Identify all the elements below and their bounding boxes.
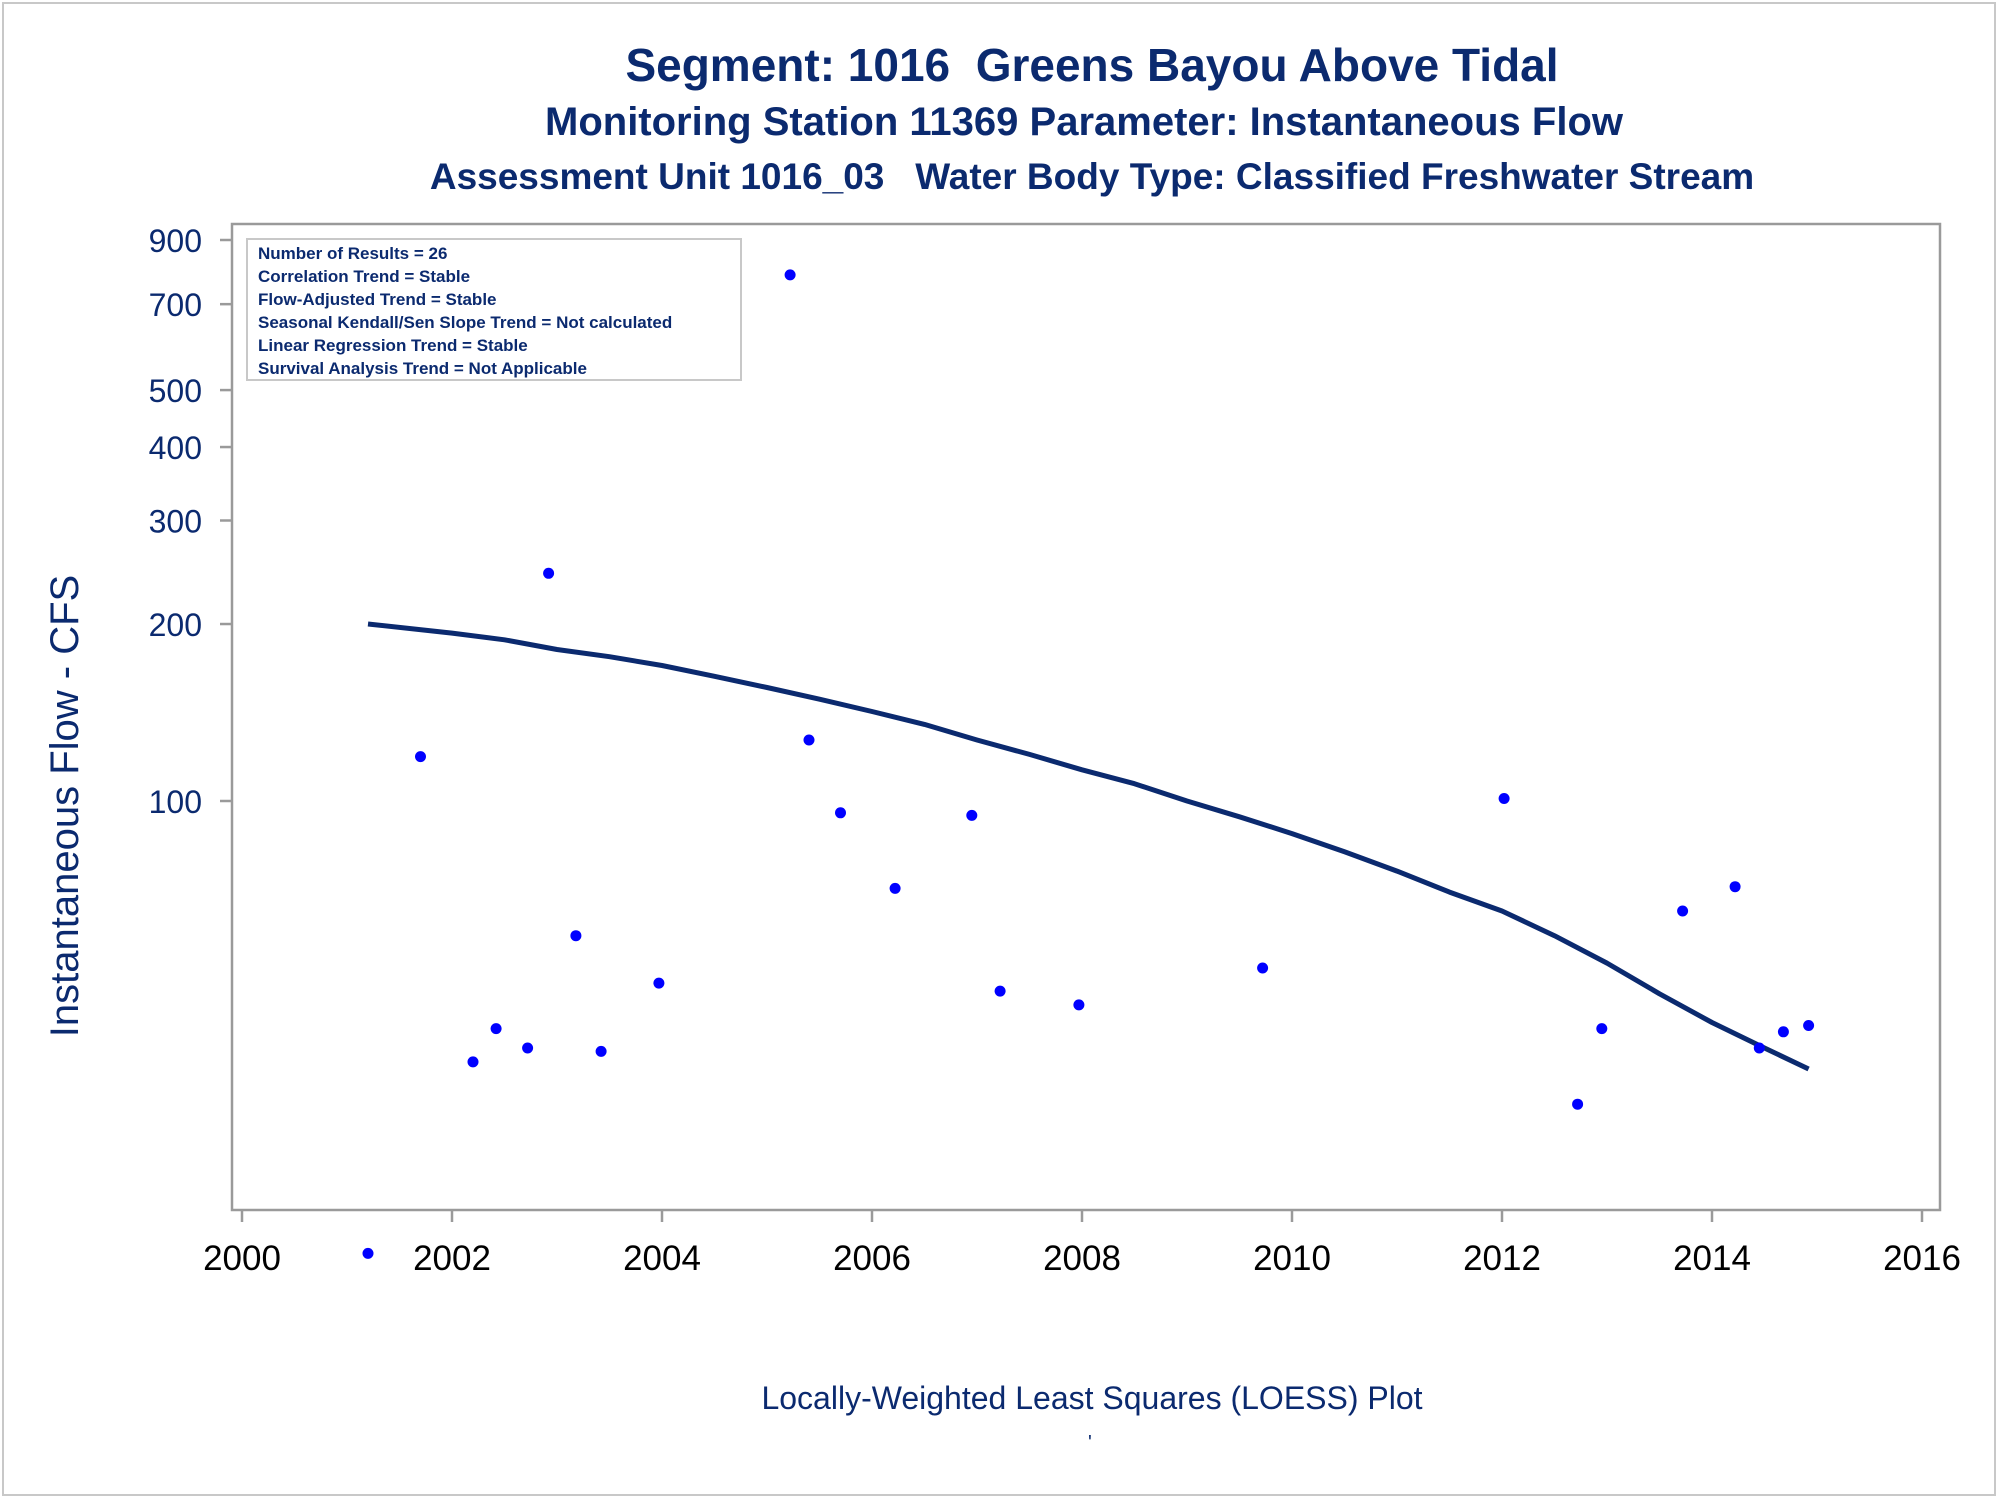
y-tick-label: 100	[149, 784, 202, 820]
data-point	[966, 809, 978, 821]
data-point	[1803, 1020, 1815, 1031]
data-point	[803, 734, 815, 746]
data-point	[889, 882, 901, 894]
loess-line	[367, 621, 1810, 1072]
stats-box: Number of Results = 26 Correlation Trend …	[246, 238, 742, 381]
data-point	[1073, 999, 1085, 1011]
stats-box-line: Flow-Adjusted Trend = Stable	[258, 290, 497, 309]
data-point	[467, 1056, 479, 1068]
data-point	[1498, 793, 1510, 804]
data-point	[994, 985, 1006, 997]
data-point	[1596, 1023, 1608, 1035]
data-point	[1729, 881, 1741, 893]
data-point	[490, 1023, 502, 1035]
x-tick-label: 2004	[623, 1239, 701, 1278]
x-tick-label: 2000	[203, 1239, 281, 1278]
footnote-mark: '	[1088, 1432, 1092, 1454]
x-tick-label: 2002	[413, 1239, 491, 1278]
y-tick-label: 400	[149, 430, 202, 466]
y-tick-label: 700	[149, 287, 202, 323]
data-point	[1777, 1026, 1789, 1038]
stats-box-border	[246, 238, 742, 381]
data-point	[362, 1247, 374, 1259]
data-point	[1753, 1042, 1765, 1054]
x-tick-label: 2012	[1463, 1239, 1541, 1278]
data-point	[543, 567, 555, 579]
data-point	[1572, 1098, 1584, 1110]
footnote: Locally-Weighted Least Squares (LOESS) P…	[761, 1380, 1423, 1416]
y-tick-label: 200	[149, 607, 202, 643]
plot-area	[230, 222, 1942, 1212]
y-axis-label: Instantaneous Flow - CFS	[43, 575, 87, 1037]
stats-box-line: Number of Results = 26	[258, 244, 447, 263]
y-tick-label: 900	[149, 223, 202, 259]
x-axis: 2000 2002 2004 2006 2008 2010 2012 2014 2016	[203, 1210, 1961, 1278]
chart-title: Segment: 1016 Greens Bayou Above Tidal	[625, 39, 1559, 91]
plot-border	[230, 222, 1942, 1212]
data-point	[784, 269, 796, 281]
chart-subtitle-assessment: Assessment Unit 1016_03 Water Body Type:…	[429, 156, 1755, 197]
stats-box-line: Correlation Trend = Stable	[258, 267, 470, 286]
data-points	[362, 240, 1815, 1259]
y-axis: 100 200 300 400 500 700 900	[149, 223, 232, 820]
stats-box-line: Linear Regression Trend = Stable	[258, 336, 528, 355]
x-tick-label: 2016	[1883, 1239, 1961, 1278]
data-point	[595, 1045, 607, 1057]
data-point	[522, 1042, 534, 1054]
data-point	[653, 977, 665, 989]
data-point	[1677, 905, 1689, 917]
y-tick-label: 300	[149, 504, 202, 540]
stats-box-line: Seasonal Kendall/Sen Slope Trend = Not c…	[258, 313, 672, 332]
stats-box-line: Survival Analysis Trend = Not Applicable	[258, 359, 587, 378]
loess-curve-group	[367, 621, 1810, 1072]
y-tick-label: 500	[149, 373, 202, 409]
x-tick-label: 2008	[1043, 1239, 1121, 1278]
data-point	[570, 930, 582, 942]
x-tick-label: 2006	[833, 1239, 911, 1278]
data-point	[835, 807, 846, 819]
chart-subtitle-station: Monitoring Station 11369 Parameter: Inst…	[545, 100, 1623, 144]
x-tick-label: 2010	[1253, 1239, 1331, 1278]
data-point	[415, 751, 426, 763]
x-tick-label: 2014	[1673, 1239, 1751, 1278]
data-point	[1257, 962, 1269, 974]
